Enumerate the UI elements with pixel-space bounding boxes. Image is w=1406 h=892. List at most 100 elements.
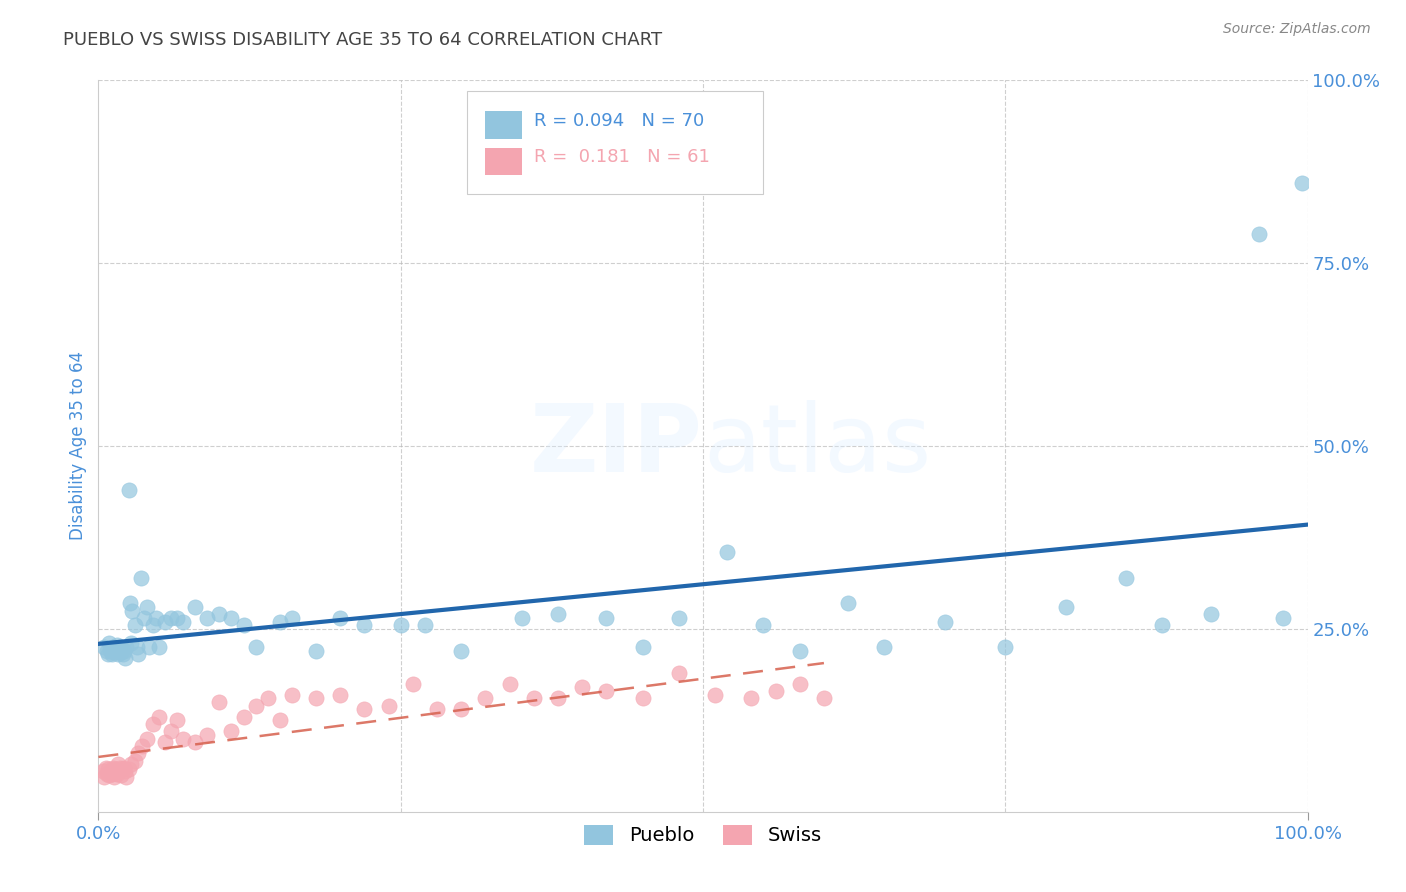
Point	[1272, 611, 1295, 625]
Point	[329, 688, 352, 702]
Point	[145, 611, 167, 625]
Point	[232, 618, 254, 632]
Point	[118, 762, 141, 776]
FancyBboxPatch shape	[485, 147, 522, 176]
Point	[595, 611, 617, 625]
Point	[450, 702, 472, 716]
Point	[305, 644, 328, 658]
Point	[789, 644, 811, 658]
Point	[104, 642, 127, 657]
Point	[208, 695, 231, 709]
Point	[740, 691, 762, 706]
Point	[124, 754, 146, 768]
Point	[148, 640, 170, 655]
Point	[510, 611, 533, 625]
Point	[1249, 227, 1271, 241]
Point	[118, 596, 141, 610]
Point	[172, 731, 194, 746]
Point	[523, 691, 546, 706]
Point	[208, 607, 231, 622]
Text: ZIP: ZIP	[530, 400, 703, 492]
Point	[547, 607, 569, 622]
Point	[100, 766, 122, 780]
Point	[115, 770, 138, 784]
Point	[160, 611, 183, 625]
Point	[595, 684, 617, 698]
Text: Source: ZipAtlas.com: Source: ZipAtlas.com	[1223, 22, 1371, 37]
Point	[100, 764, 122, 779]
Point	[114, 764, 136, 779]
Point	[221, 724, 243, 739]
Point	[166, 611, 188, 625]
Point	[142, 618, 165, 632]
Point	[153, 615, 176, 629]
Point	[93, 770, 115, 784]
Point	[269, 615, 291, 629]
Point	[98, 768, 121, 782]
Point	[184, 735, 207, 749]
Point	[329, 611, 352, 625]
Point	[752, 618, 775, 632]
Point	[142, 717, 165, 731]
Point	[138, 640, 160, 655]
Point	[232, 709, 254, 723]
Point	[450, 644, 472, 658]
Point	[112, 761, 135, 775]
Point	[474, 691, 496, 706]
Point	[103, 770, 125, 784]
Point	[221, 611, 243, 625]
Point	[120, 636, 142, 650]
Point	[100, 644, 122, 658]
Point	[115, 640, 138, 655]
Y-axis label: Disability Age 35 to 64: Disability Age 35 to 64	[69, 351, 87, 541]
Point	[571, 681, 593, 695]
Point	[148, 709, 170, 723]
Point	[172, 615, 194, 629]
Point	[129, 571, 152, 585]
Point	[789, 676, 811, 690]
Point	[97, 648, 120, 662]
Point	[498, 676, 520, 690]
Point	[668, 665, 690, 680]
Point	[98, 636, 121, 650]
Point	[184, 599, 207, 614]
Point	[353, 702, 375, 716]
Point	[111, 762, 134, 776]
Point	[108, 644, 131, 658]
Point	[120, 757, 142, 772]
Point	[110, 645, 132, 659]
Point	[153, 735, 176, 749]
Point	[195, 728, 218, 742]
Point	[1054, 599, 1077, 614]
Point	[353, 618, 375, 632]
FancyBboxPatch shape	[467, 91, 763, 194]
FancyBboxPatch shape	[485, 111, 522, 139]
Point	[96, 644, 118, 658]
Point	[108, 640, 131, 655]
Point	[104, 762, 127, 776]
Point	[101, 761, 124, 775]
Point	[103, 645, 125, 659]
Point	[195, 611, 218, 625]
Point	[108, 761, 131, 775]
Point	[1115, 571, 1137, 585]
Point	[245, 640, 267, 655]
Point	[135, 731, 157, 746]
Point	[112, 644, 135, 658]
Point	[127, 640, 149, 655]
Point	[131, 739, 153, 753]
Point	[765, 684, 787, 698]
Point	[127, 648, 149, 662]
Point	[93, 640, 115, 655]
Point	[114, 651, 136, 665]
Point	[91, 764, 114, 779]
Point	[1152, 618, 1174, 632]
Point	[107, 757, 129, 772]
Point	[281, 688, 304, 702]
Point	[166, 714, 188, 728]
Point	[96, 766, 118, 780]
Point	[108, 764, 131, 779]
Point	[124, 618, 146, 632]
Point	[127, 746, 149, 760]
Point	[245, 698, 267, 713]
